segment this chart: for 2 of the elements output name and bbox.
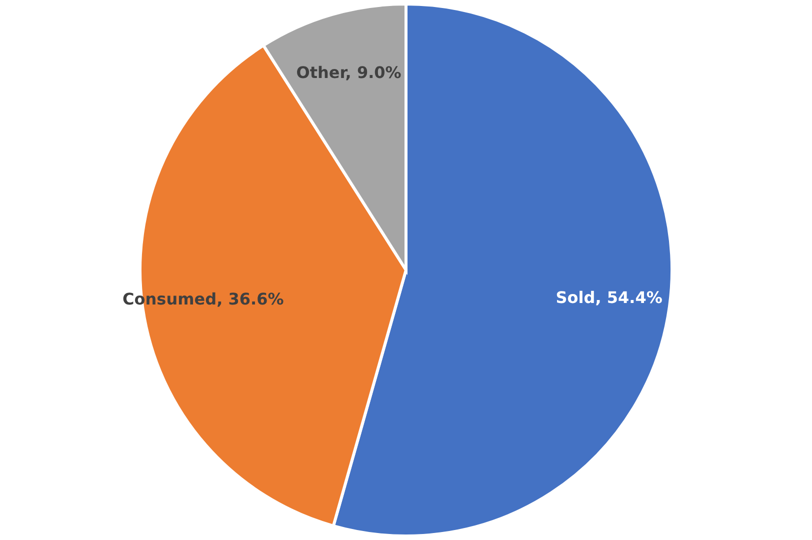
slice-label: Sold, 54.4%: [556, 288, 662, 308]
slice-label: Other, 9.0%: [296, 63, 402, 82]
